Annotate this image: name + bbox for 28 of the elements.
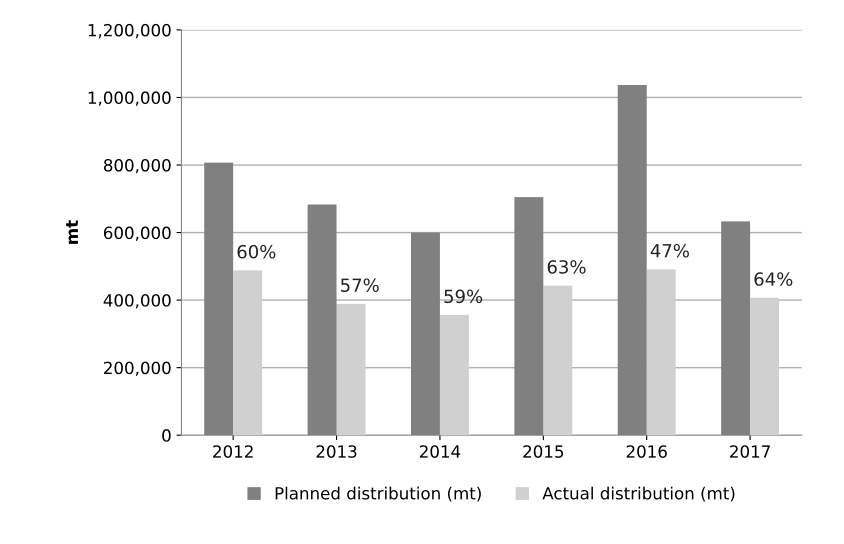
annotation: 47%	[650, 244, 689, 258]
y-axis-title: mt	[66, 220, 78, 244]
x-tick-label: 2012	[213, 445, 253, 458]
bar	[543, 286, 572, 436]
y-tick-label: 1,200,000	[88, 24, 171, 38]
x-tick-label: 2015	[523, 445, 564, 458]
y-tick-label: 1,000,000	[88, 91, 171, 106]
annotation: 57%	[341, 278, 379, 292]
annotation: 64%	[754, 272, 792, 286]
y-tick-label: 200,000	[104, 362, 171, 376]
y-tick-label: 400,000	[104, 294, 171, 308]
legend-label: Actual distribution (mt)	[542, 486, 734, 502]
annotation: 60%	[238, 244, 276, 259]
bar	[336, 304, 366, 436]
x-tick-label: 2016	[626, 445, 667, 458]
x-tick-label: 2017	[730, 445, 770, 458]
legend-label: Planned distribution (mt)	[276, 486, 481, 502]
y-tick-label: 800,000	[104, 158, 171, 174]
x-tick-label: 2013	[316, 445, 356, 458]
x-tick-label: 2014	[420, 445, 460, 458]
bar	[750, 298, 780, 436]
annotation: 59%	[444, 289, 482, 304]
y-tick-label: 0	[162, 429, 171, 442]
bar	[233, 270, 262, 436]
annotation: 63%	[548, 260, 586, 274]
bar	[440, 314, 469, 436]
bar	[646, 269, 676, 436]
y-tick-label: 600,000	[104, 226, 171, 241]
